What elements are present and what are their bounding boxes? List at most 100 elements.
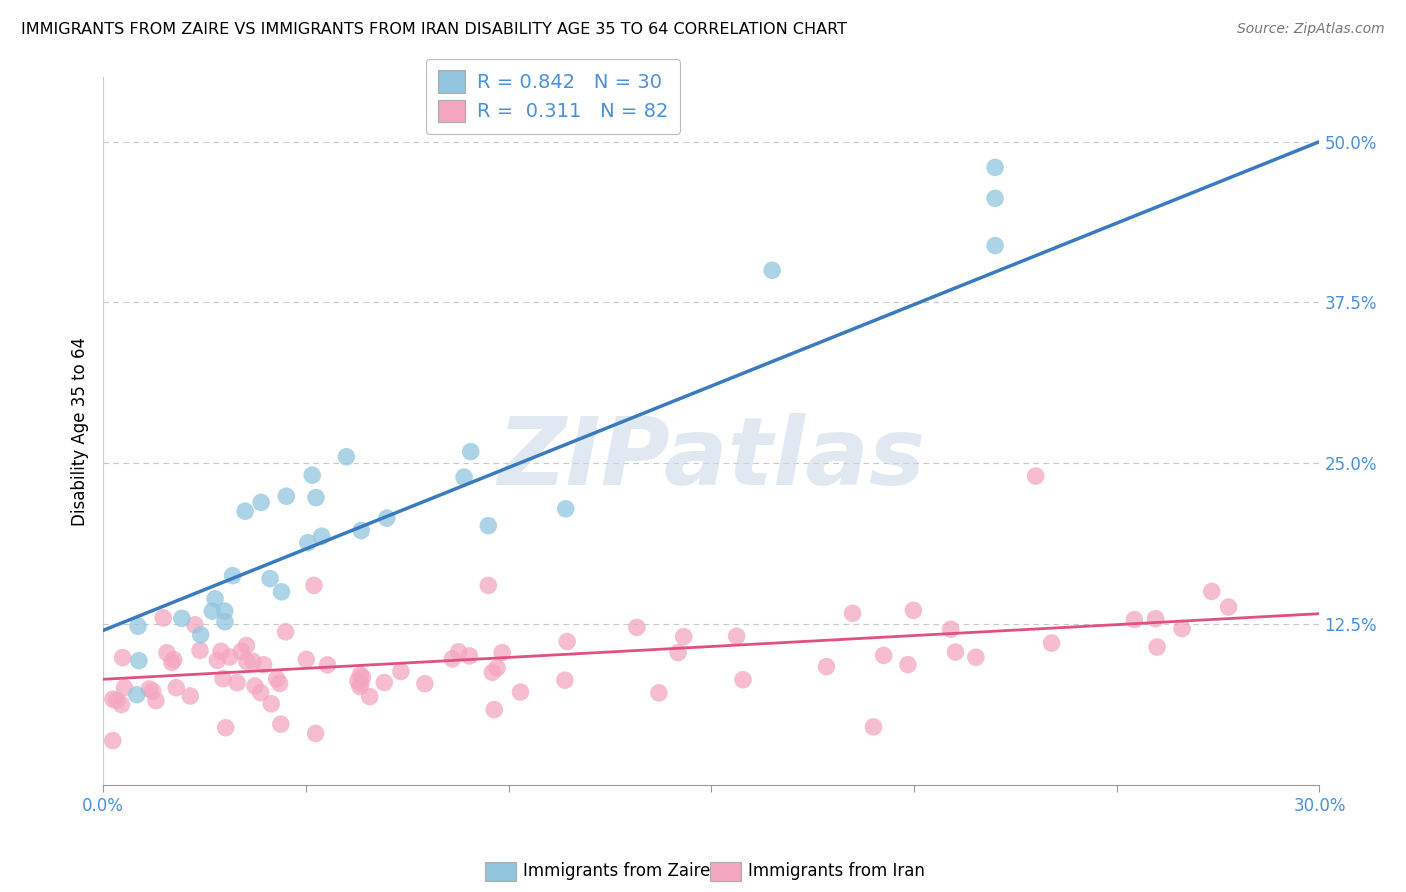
Point — [276, 489, 298, 503]
Point — [903, 603, 925, 617]
Point — [114, 681, 136, 695]
Point — [316, 657, 339, 672]
Point — [142, 684, 165, 698]
Point — [897, 657, 920, 672]
Point — [441, 652, 464, 666]
Point — [1123, 613, 1146, 627]
Point — [188, 643, 211, 657]
Point — [965, 650, 987, 665]
Point — [274, 624, 297, 639]
Point — [304, 726, 326, 740]
Point — [270, 717, 292, 731]
Point — [138, 681, 160, 696]
Point — [460, 444, 482, 458]
Point — [335, 450, 357, 464]
Point — [270, 585, 292, 599]
Point — [242, 654, 264, 668]
Point — [477, 578, 499, 592]
Point — [190, 628, 212, 642]
Text: Immigrants from Iran: Immigrants from Iran — [748, 863, 925, 880]
Point — [352, 670, 374, 684]
Point — [215, 721, 238, 735]
Point — [156, 646, 179, 660]
Point — [204, 591, 226, 606]
Point — [243, 679, 266, 693]
Point — [170, 611, 193, 625]
Point — [226, 675, 249, 690]
Point — [165, 681, 187, 695]
Point — [375, 511, 398, 525]
Point — [481, 665, 503, 680]
Point — [305, 491, 328, 505]
Point — [554, 501, 576, 516]
Point — [731, 673, 754, 687]
Point — [447, 645, 470, 659]
Point — [1218, 600, 1240, 615]
Point — [491, 646, 513, 660]
Point — [295, 652, 318, 666]
Text: ZIPatlas: ZIPatlas — [498, 413, 925, 506]
Point — [101, 692, 124, 706]
Text: IMMIGRANTS FROM ZAIRE VS IMMIGRANTS FROM IRAN DISABILITY AGE 35 TO 64 CORRELATIO: IMMIGRANTS FROM ZAIRE VS IMMIGRANTS FROM… — [21, 22, 846, 37]
Point — [761, 263, 783, 277]
Legend: R = 0.842   N = 30, R =  0.311   N = 82: R = 0.842 N = 30, R = 0.311 N = 82 — [426, 59, 681, 134]
Point — [458, 648, 481, 663]
Point — [389, 665, 412, 679]
Point — [179, 689, 201, 703]
Point — [260, 697, 283, 711]
Point — [311, 529, 333, 543]
Point — [214, 615, 236, 629]
Point — [486, 661, 509, 675]
Point — [815, 659, 838, 673]
Point — [214, 604, 236, 618]
Point — [235, 639, 257, 653]
Point — [873, 648, 896, 663]
Point — [945, 645, 967, 659]
Point — [163, 652, 186, 666]
Point — [350, 524, 373, 538]
Point — [269, 676, 291, 690]
Point — [266, 672, 288, 686]
Point — [111, 650, 134, 665]
Point — [350, 677, 373, 691]
Point — [145, 693, 167, 707]
Point — [105, 693, 128, 707]
Point — [301, 468, 323, 483]
Point — [939, 622, 962, 636]
Point — [128, 654, 150, 668]
Point — [1025, 469, 1047, 483]
Point — [672, 630, 695, 644]
Point — [666, 646, 689, 660]
Point — [349, 668, 371, 682]
Point — [984, 238, 1007, 252]
Point — [184, 617, 207, 632]
Text: Immigrants from Zaire: Immigrants from Zaire — [523, 863, 710, 880]
Point — [1144, 612, 1167, 626]
Point — [359, 690, 381, 704]
Point — [233, 504, 256, 518]
Point — [160, 656, 183, 670]
Point — [207, 653, 229, 667]
Point — [250, 495, 273, 509]
Point — [841, 607, 863, 621]
Point — [725, 629, 748, 643]
Point — [110, 698, 132, 712]
Point — [201, 604, 224, 618]
Point — [555, 634, 578, 648]
Point — [209, 644, 232, 658]
Point — [101, 733, 124, 747]
Point — [259, 572, 281, 586]
Point — [554, 673, 576, 688]
Point — [984, 191, 1007, 205]
Point — [297, 535, 319, 549]
Point — [347, 673, 370, 688]
Point — [373, 675, 395, 690]
Point — [984, 161, 1007, 175]
Point — [413, 677, 436, 691]
Point — [127, 619, 149, 633]
Point — [125, 688, 148, 702]
Point — [236, 654, 259, 668]
Point — [626, 620, 648, 634]
Y-axis label: Disability Age 35 to 64: Disability Age 35 to 64 — [72, 336, 89, 525]
Point — [453, 470, 475, 484]
